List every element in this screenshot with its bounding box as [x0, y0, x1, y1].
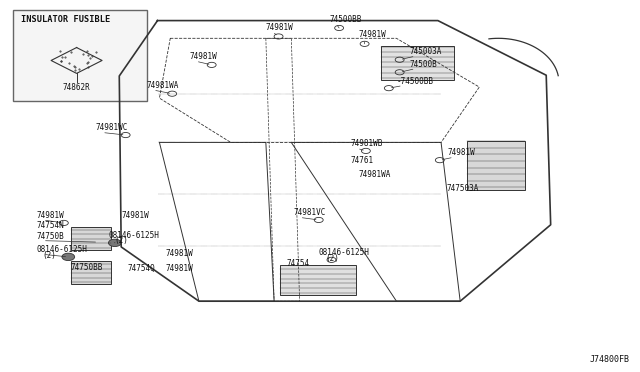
Text: 74981WA: 74981WA — [147, 81, 179, 90]
Text: 745003A: 745003A — [409, 47, 442, 56]
Text: 74500BB: 74500BB — [330, 15, 362, 23]
FancyBboxPatch shape — [467, 141, 525, 190]
Text: 74750B: 74750B — [36, 232, 64, 241]
Text: 08146-6125H: 08146-6125H — [108, 231, 159, 240]
Text: 74754: 74754 — [287, 259, 310, 268]
Text: 74981W: 74981W — [166, 264, 193, 273]
Text: 74750BB: 74750BB — [70, 263, 102, 272]
Text: 74981W: 74981W — [447, 148, 475, 157]
Text: INSULATOR FUSIBLE: INSULATOR FUSIBLE — [20, 15, 109, 25]
Text: -74500BB: -74500BB — [396, 77, 433, 86]
Text: 74761: 74761 — [351, 155, 374, 164]
FancyBboxPatch shape — [381, 46, 454, 80]
Circle shape — [62, 253, 75, 260]
FancyBboxPatch shape — [72, 227, 111, 250]
Text: 08146-6125H: 08146-6125H — [36, 245, 87, 254]
Text: (2): (2) — [115, 236, 129, 245]
Text: 74981W: 74981W — [121, 211, 149, 220]
Circle shape — [108, 239, 121, 247]
Text: (2): (2) — [43, 251, 57, 260]
Text: 74981VC: 74981VC — [293, 208, 326, 217]
Text: 74981W: 74981W — [36, 211, 64, 220]
Text: 74981WB: 74981WB — [351, 140, 383, 148]
Text: J74800FB: J74800FB — [589, 355, 629, 364]
Text: (2): (2) — [325, 254, 339, 263]
Text: 74500B: 74500B — [409, 60, 437, 68]
Text: 74981WA: 74981WA — [358, 170, 390, 179]
Text: 74981W: 74981W — [358, 30, 386, 39]
FancyBboxPatch shape — [13, 10, 147, 101]
Text: 74981W: 74981W — [266, 23, 294, 32]
Text: 74754N: 74754N — [36, 221, 64, 230]
Text: 74981WC: 74981WC — [96, 124, 128, 132]
FancyBboxPatch shape — [72, 261, 111, 284]
Text: 74754Q: 74754Q — [127, 264, 156, 273]
Text: 08146-6125H: 08146-6125H — [319, 248, 370, 257]
FancyBboxPatch shape — [280, 264, 356, 295]
Text: 74981W: 74981W — [189, 52, 217, 61]
Text: 747503A: 747503A — [446, 184, 479, 193]
Text: 74862R: 74862R — [63, 83, 90, 92]
Text: 74981W: 74981W — [166, 249, 193, 258]
